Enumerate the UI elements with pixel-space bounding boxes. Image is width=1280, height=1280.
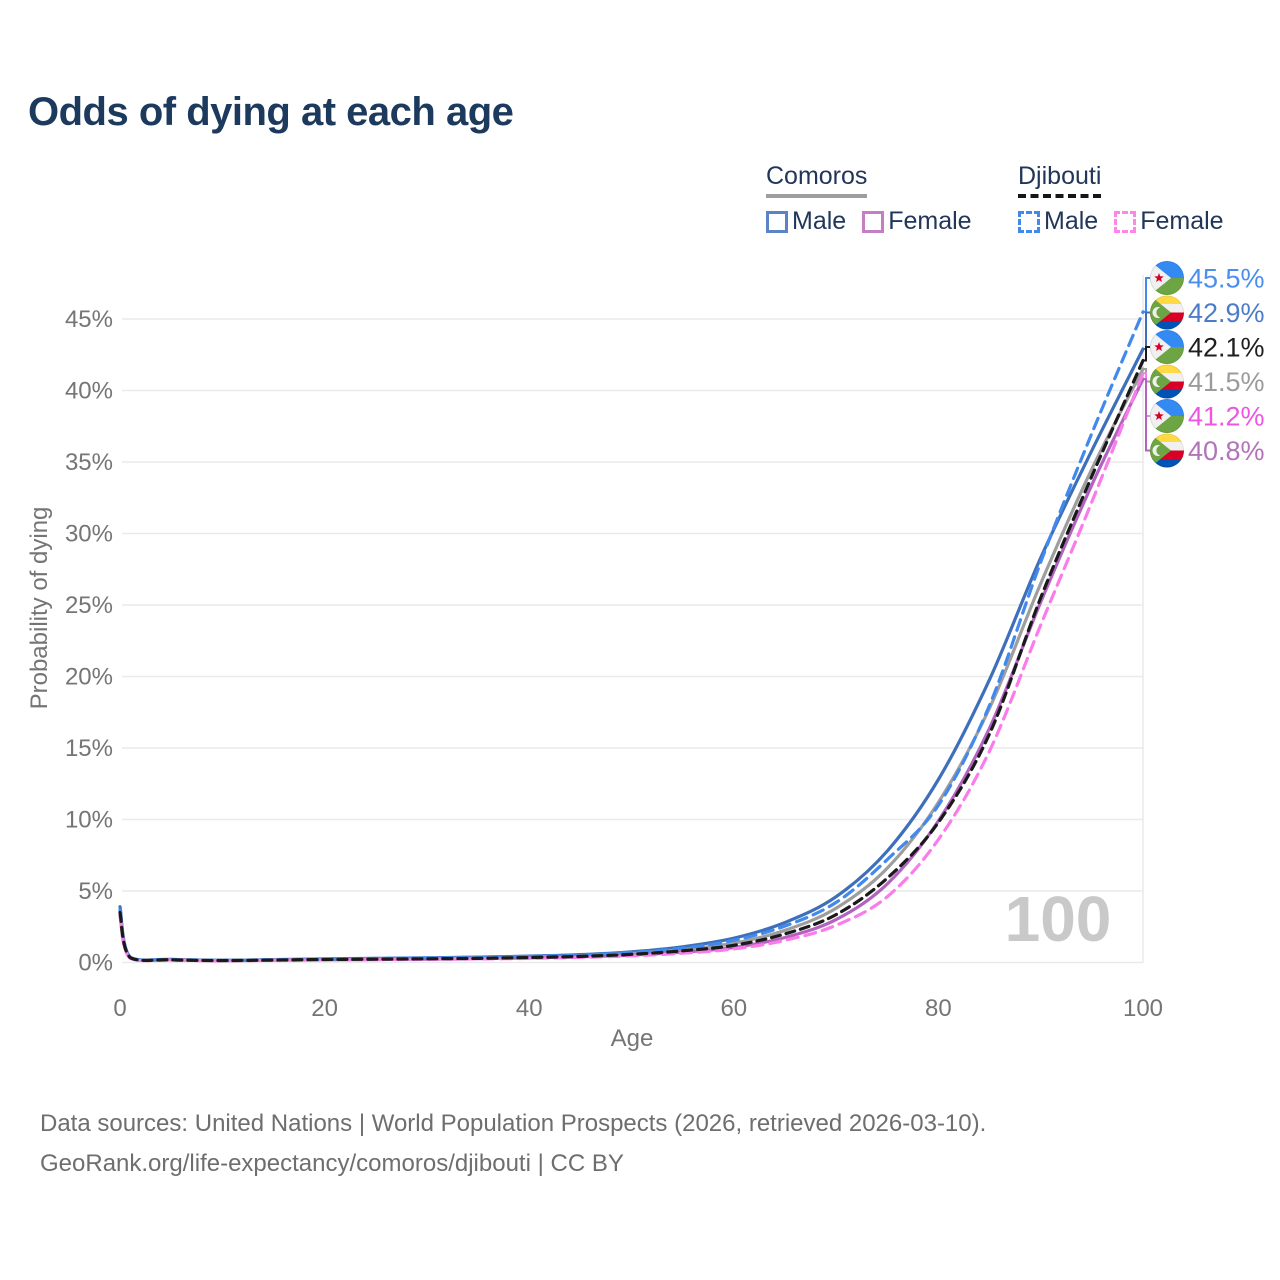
end-label-comoros_total: 41.5% [1188, 367, 1265, 397]
y-tick-30: 30% [65, 521, 113, 548]
legend-label-djibouti-male: Male [1044, 207, 1099, 235]
y-tick-25: 25% [65, 592, 113, 619]
line-comoros_total[interactable] [118, 367, 1145, 963]
footer-attribution: GeoRank.org/life-expectancy/comoros/djib… [40, 1150, 624, 1177]
flag-icon-djibouti [1150, 261, 1184, 295]
x-tick-60: 60 [720, 995, 747, 1022]
y-tick-35: 35% [65, 449, 113, 476]
djibouti-male-swatch-icon [1018, 210, 1040, 233]
end-label-djibouti_total: 42.1% [1188, 333, 1265, 363]
comoros-female-swatch-icon [862, 210, 885, 233]
leader-djibouti_male [1143, 277, 1150, 313]
flag-icon-comoros [1150, 364, 1184, 399]
legend-country-comoros[interactable]: Comoros [766, 162, 868, 198]
x-tick-100: 100 [1123, 995, 1163, 1022]
y-tick-20: 20% [65, 664, 113, 691]
legend-label-comoros-female: Female [888, 207, 972, 235]
y-tick-5: 5% [78, 878, 113, 905]
legend-item-djibouti-male[interactable]: Male [1018, 207, 1098, 236]
watermark-age-100: 100 [1005, 883, 1112, 955]
line-chart: 100 45.5% 42.9% 42.1% 41.5% 41.2% 40.8% 0% 5% 1… [26, 261, 1265, 1052]
legend-country-djibouti[interactable]: Djibouti [1018, 162, 1102, 198]
legend-group-comoros: Comoros Male Female [766, 162, 972, 236]
flag-icon-djibouti [1150, 330, 1184, 364]
end-label-djibouti_female: 41.2% [1188, 402, 1265, 432]
y-tick-0: 0% [78, 950, 113, 977]
x-axis-title: Age [611, 1025, 654, 1052]
leader-comoros_male [1143, 311, 1150, 350]
y-tick-40: 40% [65, 378, 113, 405]
y-tick-15: 15% [65, 735, 113, 762]
y-axis-title: Probability of dying [26, 507, 53, 710]
x-tick-80: 80 [925, 995, 952, 1022]
comoros-male-swatch-icon [766, 210, 788, 233]
line-djibouti_total[interactable] [118, 358, 1145, 963]
y-tick-45: 45% [65, 306, 113, 333]
djibouti-female-swatch-icon [1114, 210, 1137, 233]
page-title: Odds of dying at each age [28, 90, 514, 134]
end-label-comoros_female: 40.8% [1188, 436, 1265, 466]
end-label-djibouti_male: 45.5% [1188, 264, 1265, 294]
legend-item-comoros-male[interactable]: Male [766, 207, 846, 236]
y-tick-10: 10% [65, 807, 113, 834]
line-comoros_male[interactable] [118, 347, 1145, 962]
line-djibouti_male[interactable] [118, 310, 1145, 963]
leader-comoros_female [1143, 378, 1150, 452]
end-label-comoros_male: 42.9% [1188, 298, 1265, 328]
legend-item-djibouti-female[interactable]: Female [1114, 207, 1224, 236]
flag-icon-comoros [1150, 433, 1184, 468]
x-tick-0: 0 [113, 995, 126, 1022]
flag-icon-comoros [1150, 295, 1184, 330]
x-tick-20: 20 [311, 995, 338, 1022]
legend-item-comoros-female[interactable]: Female [862, 207, 972, 236]
legend-label-djibouti-female: Female [1140, 207, 1224, 235]
legend-label-comoros-male: Male [792, 207, 847, 235]
leader-djibouti_total [1143, 346, 1150, 362]
x-tick-40: 40 [516, 995, 543, 1022]
flag-icon-djibouti [1150, 399, 1184, 433]
footer-data-sources: Data sources: United Nations | World Pop… [40, 1110, 987, 1137]
legend-group-djibouti: Djibouti Male Female [1018, 162, 1224, 236]
line-djibouti_female[interactable] [118, 371, 1145, 963]
line-comoros_female[interactable] [118, 377, 1145, 963]
